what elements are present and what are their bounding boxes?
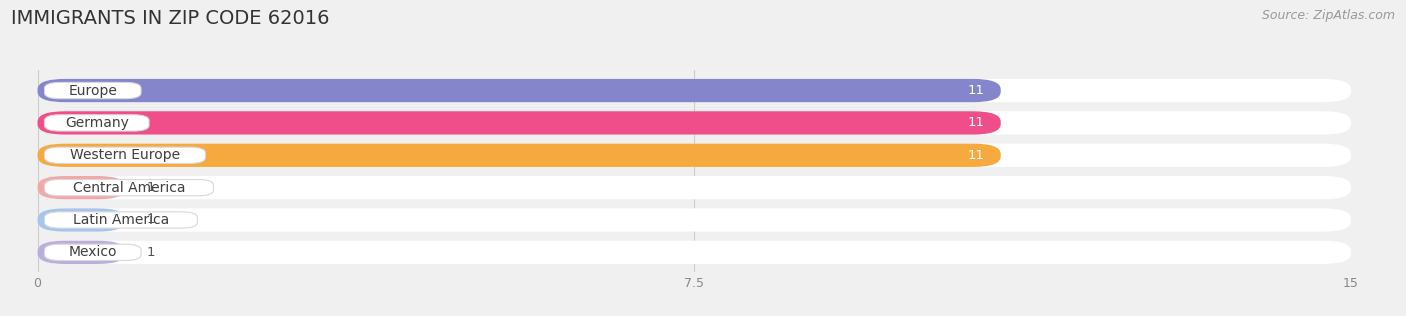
FancyBboxPatch shape xyxy=(45,212,197,228)
Text: Source: ZipAtlas.com: Source: ZipAtlas.com xyxy=(1261,9,1395,22)
Text: 1: 1 xyxy=(148,214,156,227)
Text: Central America: Central America xyxy=(73,181,186,195)
Text: IMMIGRANTS IN ZIP CODE 62016: IMMIGRANTS IN ZIP CODE 62016 xyxy=(11,9,330,28)
FancyBboxPatch shape xyxy=(38,111,1351,135)
FancyBboxPatch shape xyxy=(45,82,141,99)
FancyBboxPatch shape xyxy=(38,79,1351,102)
FancyBboxPatch shape xyxy=(45,244,141,260)
FancyBboxPatch shape xyxy=(38,208,125,232)
FancyBboxPatch shape xyxy=(38,143,1001,167)
Text: Germany: Germany xyxy=(65,116,129,130)
Text: 11: 11 xyxy=(967,149,986,162)
FancyBboxPatch shape xyxy=(38,241,125,264)
Text: 11: 11 xyxy=(967,84,986,97)
FancyBboxPatch shape xyxy=(38,79,1001,102)
FancyBboxPatch shape xyxy=(45,115,149,131)
FancyBboxPatch shape xyxy=(38,176,125,199)
FancyBboxPatch shape xyxy=(38,241,1351,264)
FancyBboxPatch shape xyxy=(38,143,1351,167)
Text: Europe: Europe xyxy=(69,83,117,98)
FancyBboxPatch shape xyxy=(45,179,214,196)
FancyBboxPatch shape xyxy=(38,176,1351,199)
Text: 1: 1 xyxy=(148,246,156,259)
Text: 11: 11 xyxy=(967,116,986,130)
FancyBboxPatch shape xyxy=(38,208,1351,232)
FancyBboxPatch shape xyxy=(45,147,205,163)
Text: Mexico: Mexico xyxy=(69,245,117,259)
Text: Latin America: Latin America xyxy=(73,213,169,227)
Text: Western Europe: Western Europe xyxy=(70,148,180,162)
Text: 1: 1 xyxy=(148,181,156,194)
FancyBboxPatch shape xyxy=(38,111,1001,135)
